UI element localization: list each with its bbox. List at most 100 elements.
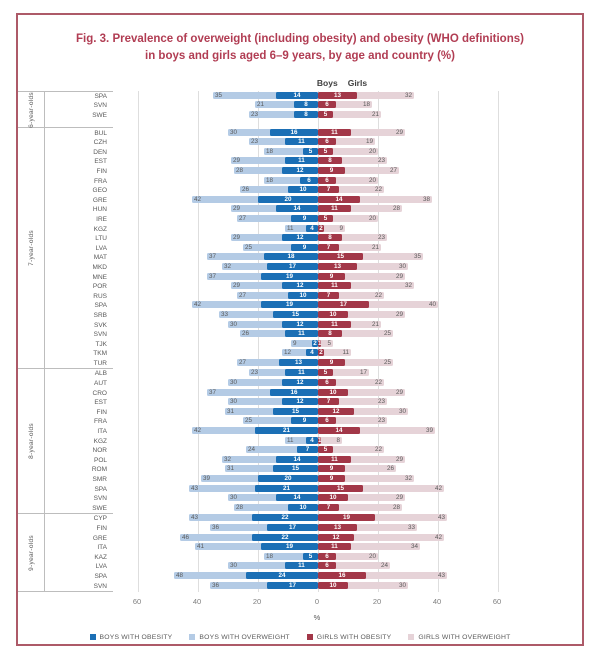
- value-boys-overweight: 29: [233, 205, 241, 213]
- value-boys-obesity: 12: [296, 320, 304, 328]
- bar-girls-obesity: [318, 128, 351, 136]
- country-label: SPA: [94, 302, 107, 310]
- bar-boys-obesity: [306, 349, 318, 357]
- value-girls-overweight: 28: [392, 503, 400, 511]
- bar-boys-obesity: [270, 388, 318, 396]
- value-girls-obesity: 16: [338, 571, 346, 579]
- value-boys-overweight: 18: [266, 552, 274, 560]
- country-label: MNE: [92, 273, 107, 281]
- value-girls-obesity: 2: [319, 224, 323, 232]
- country-label: TUR: [93, 359, 107, 367]
- bar-boys-overweight: [255, 101, 318, 109]
- value-boys-overweight: 27: [239, 358, 247, 366]
- age-group: 6-year-olds SPA SVN SWE 35 14 13 32 21 8 6 18 23 8 5 21: [18, 90, 582, 128]
- value-boys-overweight: 18: [266, 176, 274, 184]
- bar-girls-overweight: [318, 330, 393, 338]
- value-boys-overweight: 9: [293, 339, 297, 347]
- legend-swatch: [306, 634, 313, 641]
- bar-boys-overweight: [237, 291, 318, 299]
- value-girls-overweight: 11: [342, 349, 349, 357]
- country-label: FIN: [96, 524, 107, 532]
- value-boys-overweight: 30: [230, 398, 238, 406]
- bar-girls-obesity: [318, 349, 324, 357]
- bar-row: 18 5 5 20: [113, 147, 573, 157]
- value-boys-obesity: 14: [293, 494, 301, 502]
- value-girls-obesity: 17: [339, 301, 347, 309]
- value-boys-overweight: 26: [242, 330, 250, 338]
- value-girls-obesity: 5: [323, 446, 328, 454]
- bar-girls-overweight: [318, 157, 387, 165]
- value-boys-obesity: 11: [298, 369, 305, 377]
- value-girls-obesity: 6: [325, 138, 329, 146]
- value-boys-obesity: 15: [291, 465, 299, 473]
- x-tick-label: 40: [192, 596, 202, 606]
- x-tick-label: 40: [432, 596, 442, 606]
- bar-girls-obesity: [318, 339, 321, 347]
- value-girls-obesity: 11: [331, 128, 338, 136]
- age-group: 7-year-olds BUL CZH DEN EST FIN FRA GEO GRE HUN IR…: [18, 127, 582, 369]
- bar-row: 23 11 6 19: [113, 137, 573, 147]
- value-girls-overweight: 32: [404, 282, 412, 290]
- bar-boys-obesity: [303, 552, 318, 560]
- bar-row: 48 24 16 43: [113, 571, 573, 581]
- value-boys-obesity: 12: [296, 167, 304, 174]
- bar-row: 21 8 6 18: [113, 100, 573, 110]
- value-girls-overweight: 18: [362, 101, 370, 109]
- value-girls-overweight: 22: [374, 446, 382, 454]
- bar-girls-obesity: [318, 176, 336, 184]
- bar-row: 25 9 6 23: [113, 416, 573, 426]
- bar-row: 30 16 11 29: [113, 127, 573, 137]
- value-girls-obesity: 6: [325, 417, 329, 425]
- bar-girls-obesity: [318, 262, 357, 270]
- girls-header-label: Girls: [347, 77, 368, 88]
- bar-row: 29 12 11 32: [113, 281, 573, 291]
- x-tick-label: 20: [252, 596, 262, 606]
- value-girls-obesity: 10: [329, 581, 337, 589]
- bar-boys-overweight: [228, 494, 318, 502]
- value-boys-overweight: 36: [212, 581, 220, 589]
- age-group: 8-year-olds ALB AUT CRO EST FIN FRA ITA KGZ NOR PO…: [18, 368, 582, 514]
- value-girls-overweight: 30: [398, 262, 406, 270]
- bar-girls-obesity: [318, 330, 342, 338]
- value-girls-overweight: 20: [368, 552, 376, 560]
- country-label: SPA: [94, 485, 107, 493]
- bar-girls-overweight: [318, 494, 405, 502]
- value-girls-overweight: 40: [428, 301, 436, 309]
- value-girls-obesity: 8: [328, 234, 332, 242]
- value-boys-obesity: 12: [296, 234, 304, 242]
- bar-girls-overweight: [318, 427, 435, 435]
- legend-item: GIRLS WITH OBESITY: [306, 633, 392, 641]
- bar-boys-obesity: [282, 379, 318, 387]
- value-girls-overweight: 39: [425, 427, 433, 435]
- value-boys-obesity: 4: [310, 224, 314, 232]
- bar-boys-overweight: [225, 465, 318, 473]
- country-label: ITA: [97, 428, 107, 436]
- bar-row: 32 17 13 30: [113, 262, 573, 272]
- value-girls-overweight: 20: [368, 214, 376, 222]
- bar-boys-obesity: [285, 330, 318, 338]
- percent-label: %: [313, 612, 321, 622]
- value-girls-obesity: 14: [335, 427, 343, 435]
- value-girls-overweight: 29: [395, 388, 403, 396]
- bar-girls-overweight: [318, 446, 384, 454]
- legend-label: BOYS WITH OBESITY: [99, 633, 173, 641]
- bar-girls-obesity: [318, 475, 345, 482]
- bar-row: 27 9 5 20: [113, 214, 573, 224]
- bar-girls-obesity: [318, 195, 360, 203]
- bar-boys-overweight: [207, 388, 318, 396]
- value-boys-overweight: 12: [284, 349, 292, 357]
- bar-row: 37 19 9 29: [113, 271, 573, 281]
- country-label: KAZ: [94, 553, 107, 561]
- bar-girls-overweight: [318, 262, 408, 270]
- value-girls-obesity: 8: [328, 330, 332, 338]
- value-boys-overweight: 37: [209, 388, 217, 396]
- legend-label: GIRLS WITH OBESITY: [316, 633, 392, 641]
- value-girls-obesity: 15: [336, 484, 344, 492]
- bar-boys-overweight: [264, 147, 318, 155]
- bar-girls-overweight: [318, 571, 447, 579]
- value-boys-obesity: 21: [282, 484, 290, 492]
- bar-boys-obesity: [276, 494, 318, 502]
- country-label: FIN: [96, 408, 107, 416]
- country-label: POL: [93, 456, 107, 464]
- bar-boys-overweight: [192, 301, 318, 309]
